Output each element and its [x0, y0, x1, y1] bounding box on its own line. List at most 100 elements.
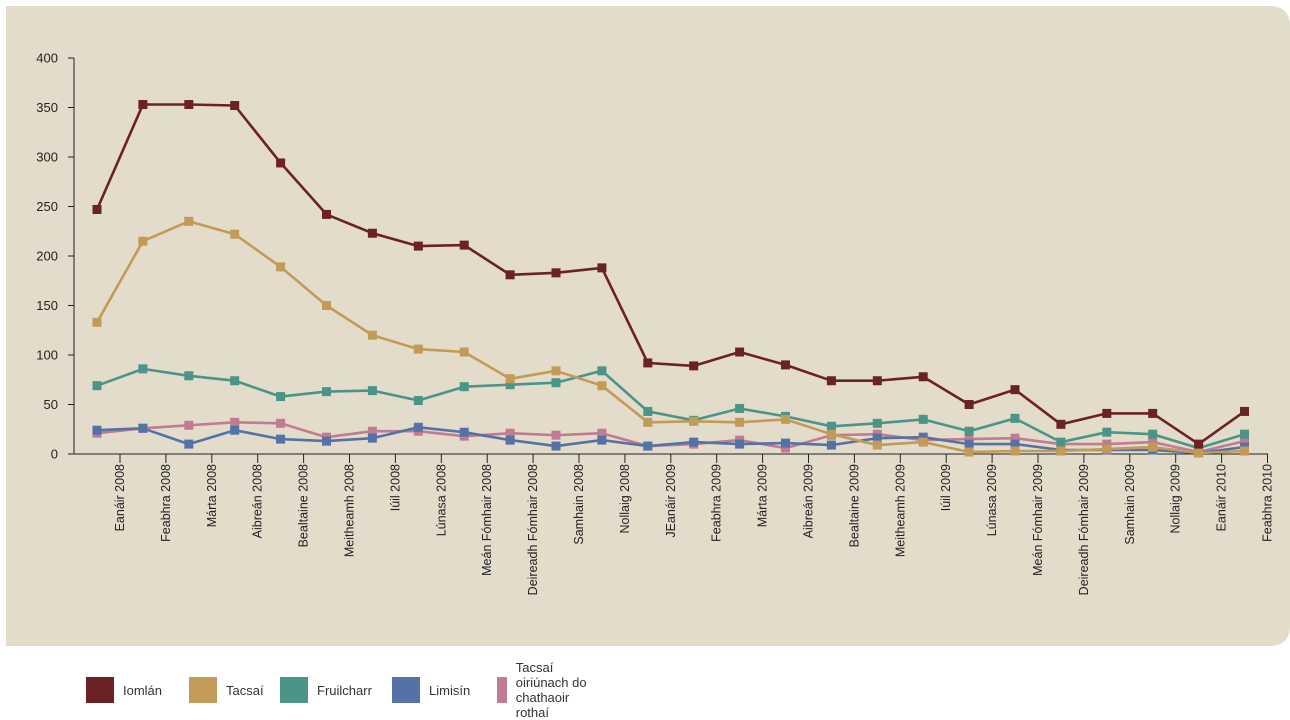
legend-swatch-iomlan — [86, 677, 114, 703]
data-point-tacsa-oiri-nach-do-chathaoir-rotha- — [367, 426, 377, 436]
data-point-fruilcharr — [138, 364, 148, 374]
data-point-ioml-n — [964, 400, 974, 409]
x-tick-label: Aibreán 2008 — [251, 464, 265, 538]
chart-series — [92, 100, 1249, 458]
data-point-fruilcharr — [230, 376, 240, 386]
data-point-fruilcharr — [505, 380, 515, 390]
data-point-tacsa-oiri-nach-do-chathaoir-rotha- — [230, 417, 240, 427]
data-point-ioml-n — [597, 263, 607, 273]
data-point-limis-n — [322, 436, 331, 446]
series-line-fruilcharr — [96, 367, 1245, 450]
data-point-limis-n — [138, 423, 148, 433]
data-point-ioml-n — [459, 240, 469, 250]
data-point-fruilcharr — [322, 387, 331, 397]
data-point-tacsa-oiri-nach-do-chathaoir-rotha- — [551, 430, 561, 440]
data-point-fruilcharr — [597, 366, 607, 376]
data-point-ioml-n — [643, 358, 653, 368]
legend-label-limisin: Limisín — [429, 682, 471, 698]
data-point-tacsa-oiri-nach-do-chathaoir-rotha- — [184, 420, 194, 430]
data-point-ioml-n — [689, 361, 699, 371]
x-tick-label: Meitheamh 2009 — [893, 464, 907, 557]
x-tick-label: Meán Fómhair 2008 — [480, 464, 494, 576]
data-point-fruilcharr — [276, 392, 286, 402]
data-point-ioml-n — [826, 376, 836, 386]
data-point-limis-n — [413, 422, 423, 432]
data-point-tacsa-oiri-nach-do-chathaoir-rotha- — [1240, 436, 1249, 446]
data-point-limis-n — [92, 425, 102, 435]
data-point-limis-n — [551, 441, 561, 451]
data-point-tacsa- — [413, 344, 423, 354]
x-tick-label: Bealtaine 2008 — [297, 464, 311, 547]
data-point-tacsa- — [964, 447, 974, 457]
data-point-tacsa- — [276, 262, 286, 272]
legend-label-iomlan: Iomlán — [123, 682, 163, 698]
data-point-tacsa- — [1056, 446, 1066, 456]
legend-label-fruilcharr: Fruilcharr — [317, 682, 372, 698]
data-point-fruilcharr — [184, 371, 194, 381]
data-point-limis-n — [597, 435, 607, 445]
y-tick-label: 100 — [36, 348, 58, 363]
series-line-ioml-n — [95, 103, 1246, 446]
legend-swatch-tacsai-oiriunach — [497, 677, 507, 703]
data-point-limis-n — [872, 433, 882, 443]
data-point-tacsa- — [230, 229, 240, 239]
data-point-tacsa- — [322, 301, 331, 310]
legend-item-tacsai: Tacsaí — [189, 677, 264, 703]
y-tick-label: 150 — [36, 298, 58, 313]
data-point-tacsa-oiri-nach-do-chathaoir-rotha- — [505, 428, 515, 438]
data-point-tacsa-oiri-nach-do-chathaoir-rotha- — [964, 434, 974, 444]
data-point-fruilcharr — [459, 382, 469, 392]
data-point-fruilcharr — [1056, 437, 1066, 447]
x-tick-label: Eanáir 2010 — [1215, 464, 1229, 531]
data-point-ioml-n — [551, 268, 561, 278]
legend-item-tacsai-oiriunach: Tacsaí oiriúnach do chathaoir rothaí — [497, 660, 587, 720]
data-point-tacsa- — [781, 414, 790, 424]
x-tick-label: Lúnasa 2008 — [434, 464, 448, 536]
x-tick-label: Iúil 2009 — [939, 464, 953, 511]
legend-swatch-tacsai — [189, 677, 217, 703]
data-point-tacsa- — [1010, 446, 1020, 456]
data-point-fruilcharr — [964, 426, 974, 436]
data-point-tacsa- — [735, 417, 745, 427]
x-tick-label: Samhain 2009 — [1123, 464, 1137, 545]
data-point-tacsa- — [1148, 442, 1158, 452]
data-point-tacsa-oiri-nach-do-chathaoir-rotha- — [597, 428, 607, 438]
data-point-limis-n — [826, 440, 836, 450]
x-tick-label: Eanáir 2008 — [113, 464, 127, 531]
chart-panel — [6, 6, 1290, 646]
data-point-ioml-n — [1240, 406, 1249, 416]
legend-item-iomlan: Iomlán — [86, 677, 162, 703]
data-point-ioml-n — [1010, 385, 1020, 395]
data-point-tacsa- — [92, 317, 102, 327]
data-point-limis-n — [184, 439, 194, 449]
data-point-tacsa- — [597, 381, 607, 391]
data-point-limis-n — [230, 425, 240, 435]
data-point-limis-n — [1010, 439, 1020, 449]
data-point-limis-n — [781, 438, 790, 448]
data-point-ioml-n — [367, 228, 377, 238]
data-point-fruilcharr — [826, 421, 836, 431]
data-point-ioml-n — [918, 372, 928, 382]
data-point-fruilcharr — [551, 378, 561, 388]
x-tick-label: Aibreán 2009 — [802, 464, 816, 538]
y-tick-label: 250 — [36, 199, 58, 214]
data-point-tacsa-oiri-nach-do-chathaoir-rotha- — [276, 418, 286, 428]
data-point-fruilcharr — [918, 414, 928, 424]
legend-item-limisin: Limisín — [392, 677, 470, 703]
data-point-ioml-n — [92, 204, 102, 214]
data-point-limis-n — [735, 439, 745, 449]
legend-label-tacsai-oiriunach: Tacsaí oiriúnach do chathaoir rothaí — [515, 660, 587, 720]
x-tick-label: Deireadh Fómhair 2009 — [1077, 464, 1091, 595]
data-point-ioml-n — [276, 158, 286, 168]
x-tick-label: JEanáir 2009 — [664, 464, 678, 538]
data-point-fruilcharr — [1240, 429, 1249, 439]
data-point-ioml-n — [781, 360, 790, 370]
data-point-fruilcharr — [1148, 429, 1158, 439]
data-point-limis-n — [505, 435, 515, 445]
data-point-fruilcharr — [367, 386, 377, 396]
chart-axes: 0 50 100 150 200 250 300 350 400 Eanáir 2008 Feabh… — [36, 51, 1274, 596]
x-tick-label: Feabhra 2010 — [1261, 464, 1275, 542]
data-point-fruilcharr — [1010, 413, 1020, 423]
x-tick-label: Samhain 2008 — [572, 464, 586, 545]
data-point-tacsa-oiri-nach-do-chathaoir-rotha- — [1148, 437, 1158, 447]
